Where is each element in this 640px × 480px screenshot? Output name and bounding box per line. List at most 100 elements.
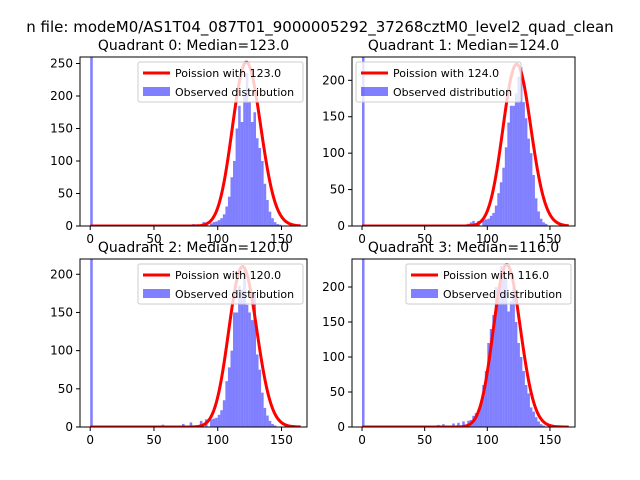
histogram-bar	[255, 138, 259, 226]
histogram-bar	[276, 224, 279, 226]
histogram-bar	[233, 161, 236, 226]
histogram-bar	[519, 357, 523, 427]
axes-frame	[351, 258, 576, 428]
panel-title: Quadrant 1: Median=124.0	[368, 38, 559, 54]
histogram-bar	[240, 289, 244, 427]
legend-observed-swatch	[361, 87, 388, 96]
histogram-bar	[238, 105, 241, 226]
histogram-bar	[362, 259, 365, 427]
x-tick-label: 150	[538, 232, 561, 246]
x-tick-label: 0	[358, 433, 366, 447]
histogram-bar	[504, 276, 508, 427]
legend-poisson-label: Poission with 120.0	[175, 269, 281, 282]
x-tick-label: 100	[206, 433, 229, 447]
histogram-bar	[517, 76, 520, 226]
x-tick-label: 0	[86, 232, 94, 246]
histogram-bar	[489, 329, 493, 427]
histogram-bar	[240, 122, 244, 226]
histogram-bar	[90, 259, 93, 427]
histogram-bar	[253, 293, 256, 427]
histogram-bar	[507, 311, 510, 427]
histogram-bar	[199, 420, 203, 427]
panel-title: Quadrant 2: Median=120.0	[98, 240, 289, 256]
legend-observed-swatch	[143, 87, 170, 96]
histogram-bar	[492, 212, 495, 226]
y-tick-label: 0	[65, 219, 73, 233]
histogram-bar	[271, 218, 274, 226]
legend-observed-label: Observed distribution	[393, 86, 512, 99]
histogram-bar	[482, 220, 485, 226]
histogram-bar	[484, 371, 488, 427]
histogram-bar	[261, 392, 264, 427]
histogram-bar	[494, 287, 498, 427]
legend-poisson-label: Poission with 123.0	[175, 67, 281, 80]
histogram-bar	[482, 385, 485, 427]
legend: Poission with 120.0 Observed distribution	[137, 263, 304, 305]
histogram-bar	[512, 105, 515, 226]
histogram-bar	[235, 312, 239, 427]
y-tick-label: 100	[50, 344, 73, 358]
histogram-bar	[253, 112, 256, 226]
legend-box	[137, 61, 304, 103]
axes-frame	[79, 56, 308, 227]
histogram-bar	[532, 175, 535, 226]
panel-title: Quadrant 3: Median=116.0	[368, 240, 559, 256]
histogram-bar	[494, 205, 498, 226]
quadrant-panel-3: Quadrant 3: Median=116.0 0 50 100 150 0 50 100 1…	[322, 240, 576, 447]
legend-poisson-label: Poission with 116.0	[443, 269, 549, 282]
histogram-bar	[258, 369, 262, 427]
histogram-bar	[514, 322, 518, 427]
quadrant-panel-1: Quadrant 1: Median=124.0 0 50 100 150 0 50 100 1…	[322, 38, 576, 246]
histogram-bar	[266, 200, 269, 226]
y-tick-label: 150	[322, 110, 345, 124]
y-tick-label: 200	[322, 280, 345, 294]
histogram-bar	[489, 215, 493, 226]
histogram-bar	[268, 211, 272, 226]
histogram-bar	[484, 219, 488, 226]
histogram-bar	[534, 417, 538, 427]
histogram-bar	[512, 287, 515, 427]
y-tick-label: 150	[50, 122, 73, 136]
histogram-bar	[225, 381, 228, 427]
histogram-bar	[212, 418, 216, 427]
histogram-bar	[230, 350, 234, 427]
legend-observed-label: Observed distribution	[175, 86, 294, 99]
y-tick-label: 0	[337, 219, 345, 233]
histogram-bar	[217, 414, 221, 427]
histogram-bar	[245, 304, 249, 427]
plot-area	[90, 259, 301, 427]
histogram-bar	[222, 400, 226, 427]
histogram-bar	[261, 161, 264, 226]
histogram-bar	[524, 385, 528, 427]
x-tick-label: 150	[270, 232, 293, 246]
histogram-bar	[220, 218, 223, 226]
x-tick-label: 50	[146, 433, 161, 447]
y-tick-label: 0	[65, 420, 73, 434]
y-tick-label: 50	[330, 385, 345, 399]
y-tick-label: 100	[322, 350, 345, 364]
x-tick-label: 100	[476, 232, 499, 246]
histogram-bar	[215, 417, 218, 427]
histogram-bar	[215, 221, 218, 226]
histogram-bar	[522, 371, 525, 427]
histogram-bar	[522, 102, 525, 226]
histogram-bar	[233, 312, 236, 427]
legend: Poission with 123.0 Observed distribution	[137, 61, 304, 103]
histogram-bar	[497, 297, 500, 427]
y-tick-label: 150	[322, 315, 345, 329]
histogram-bar	[529, 407, 533, 427]
histogram-bar	[499, 182, 503, 226]
histogram-bar	[255, 354, 259, 427]
x-tick-label: 100	[476, 433, 499, 447]
legend: Poission with 124.0 Observed distribution	[355, 61, 522, 103]
histogram-bar	[497, 193, 500, 226]
histogram-bar	[263, 407, 267, 427]
axes-frame	[79, 258, 308, 428]
y-tick-label: 200	[50, 89, 73, 103]
histogram-bar	[502, 167, 505, 226]
x-tick-label: 50	[417, 433, 432, 447]
histogram-bar	[273, 425, 277, 427]
x-tick-label: 50	[146, 232, 161, 246]
histogram-bar	[250, 122, 254, 226]
